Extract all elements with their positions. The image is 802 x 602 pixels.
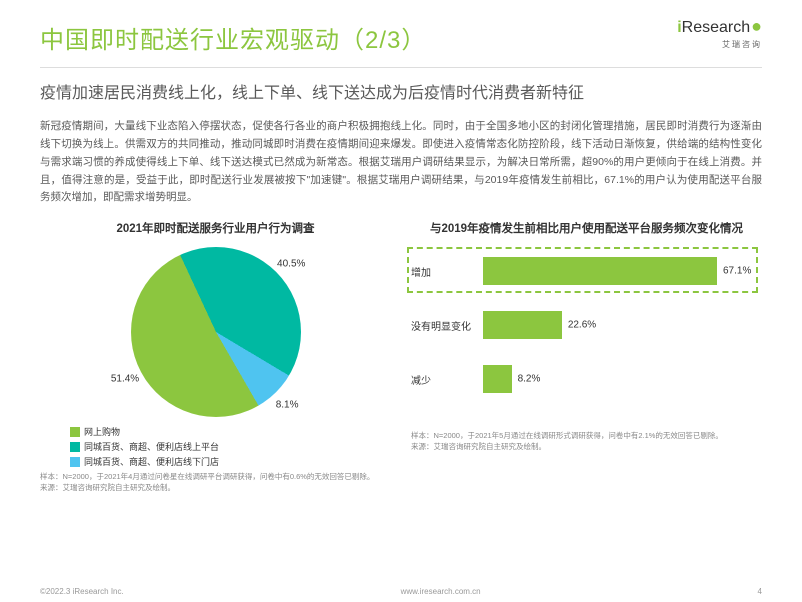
legend-item: 同城百货、商超、便利店线上平台 bbox=[70, 440, 391, 453]
bar-title: 与2019年疫情发生前相比用户使用配送平台服务频次变化情况 bbox=[411, 221, 762, 237]
subtitle: 疫情加速居民消费线上化，线上下单、线下送达成为后疫情时代消费者新特征 bbox=[0, 72, 802, 114]
legend-item: 同城百货、商超、便利店线下门店 bbox=[70, 455, 391, 468]
bar-row: 增加 67.1% bbox=[411, 255, 762, 287]
logo: i Research ● 艾瑞咨询 bbox=[677, 16, 762, 50]
bar-row: 减少 8.2% bbox=[411, 363, 762, 395]
body-text: 新冠疫情期间，大量线下业态陷入停摆状态，促使各行各业的商户积极拥抱线上化。同时，… bbox=[0, 114, 802, 217]
pie-graphic bbox=[131, 247, 301, 417]
divider bbox=[40, 67, 762, 68]
page-number: 4 bbox=[758, 587, 762, 596]
pie-chart-block: 2021年即时配送服务行业用户行为调查 51.4%40.5%8.1% 网上购物同… bbox=[40, 221, 391, 493]
pie-slice-label: 51.4% bbox=[111, 374, 139, 385]
pie-slice-label: 40.5% bbox=[277, 258, 305, 269]
logo-subtitle: 艾瑞咨询 bbox=[722, 39, 762, 50]
legend-item: 网上购物 bbox=[70, 425, 391, 438]
bar-track: 8.2% bbox=[483, 365, 762, 393]
logo-dot-icon: ● bbox=[751, 16, 762, 37]
pie-legend: 网上购物同城百货、商超、便利店线上平台同城百货、商超、便利店线下门店 bbox=[40, 425, 391, 468]
bar-chart-block: 与2019年疫情发生前相比用户使用配送平台服务频次变化情况 增加 67.1% 没有明… bbox=[411, 221, 762, 493]
bar-fill bbox=[483, 311, 562, 339]
footer-url: www.iresearch.com.cn bbox=[401, 587, 481, 596]
bar-label: 增加 bbox=[411, 264, 483, 279]
pie-slice-label: 8.1% bbox=[276, 399, 299, 410]
bar-value: 67.1% bbox=[723, 266, 751, 277]
bar-footnote: 样本：N=2000，于2021年5月通过在线调研形式调研获得，问卷中有2.1%的… bbox=[411, 431, 762, 452]
legend-swatch bbox=[70, 442, 80, 452]
bar-chart: 增加 67.1% 没有明显变化 22.6% 减少 8.2% bbox=[411, 247, 762, 427]
pie-chart: 51.4%40.5%8.1% bbox=[131, 247, 301, 417]
copyright: ©2022.3 iResearch Inc. bbox=[40, 587, 124, 596]
page-title: 中国即时配送行业宏观驱动（2/3） bbox=[40, 20, 762, 55]
bar-value: 8.2% bbox=[518, 374, 541, 385]
legend-label: 网上购物 bbox=[84, 425, 120, 438]
pie-title: 2021年即时配送服务行业用户行为调查 bbox=[40, 221, 391, 237]
bar-row: 没有明显变化 22.6% bbox=[411, 309, 762, 341]
pie-footnote: 样本：N=2000，于2021年4月通过问卷星在线调研平台调研获得，问卷中有0.… bbox=[40, 472, 391, 493]
bar-label: 减少 bbox=[411, 372, 483, 387]
bar-track: 67.1% bbox=[483, 257, 762, 285]
legend-swatch bbox=[70, 457, 80, 467]
bar-fill bbox=[483, 365, 512, 393]
bar-value: 22.6% bbox=[568, 320, 596, 331]
bar-fill bbox=[483, 257, 717, 285]
bar-label: 没有明显变化 bbox=[411, 318, 483, 333]
logo-research: Research bbox=[682, 19, 750, 37]
legend-label: 同城百货、商超、便利店线下门店 bbox=[84, 455, 219, 468]
bar-track: 22.6% bbox=[483, 311, 762, 339]
legend-swatch bbox=[70, 427, 80, 437]
legend-label: 同城百货、商超、便利店线上平台 bbox=[84, 440, 219, 453]
